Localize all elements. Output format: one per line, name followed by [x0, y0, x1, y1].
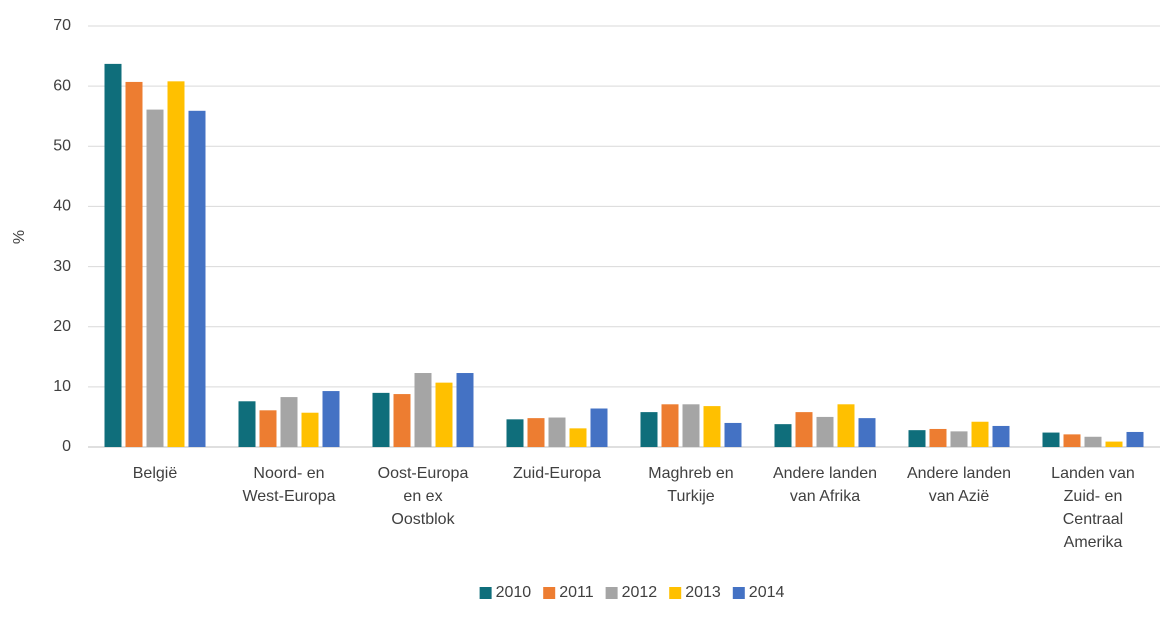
- bar: [590, 408, 608, 447]
- legend-item: 2012: [605, 584, 658, 601]
- x-tick-label: Oost-Europa en ex Oostblok: [378, 465, 469, 528]
- legend-label: 2012: [622, 584, 658, 601]
- bar: [104, 63, 122, 447]
- bar: [640, 412, 658, 447]
- y-tick-label: 10: [53, 378, 71, 395]
- x-tick-label: Maghreb en Turkije: [648, 465, 733, 505]
- x-tick-label: België: [133, 465, 178, 482]
- bar: [548, 417, 566, 447]
- bar: [188, 110, 206, 448]
- y-axis-label: %: [11, 230, 28, 244]
- bar: [527, 418, 545, 447]
- bar: [837, 404, 855, 447]
- y-tick-label: 30: [53, 258, 71, 275]
- bar: [858, 418, 876, 447]
- bar: [414, 373, 432, 447]
- legend-swatch: [732, 587, 745, 599]
- bar: [816, 416, 834, 447]
- legend-swatch: [605, 587, 618, 599]
- y-tick-label: 70: [53, 17, 71, 34]
- legend-item: 2010: [479, 584, 532, 601]
- bar: [1126, 431, 1144, 447]
- x-tick-label: Noord- en West-Europa: [242, 465, 335, 505]
- bar: [280, 397, 298, 447]
- bar: [682, 404, 700, 447]
- y-tick-label: 0: [62, 438, 71, 455]
- x-tick-label: Landen van Zuid- en Centraal Amerika: [1051, 465, 1135, 551]
- legend-item: 2014: [732, 584, 785, 601]
- bar: [661, 404, 679, 447]
- bar: [569, 428, 587, 447]
- legend-item: 2011: [543, 584, 594, 601]
- y-tick-label: 40: [53, 198, 71, 215]
- bar: [435, 382, 453, 447]
- bar: [372, 392, 390, 447]
- x-tick-label: Zuid-Europa: [513, 465, 601, 482]
- legend-swatch: [479, 587, 492, 599]
- x-tick-label: Andere landen van Azië: [907, 465, 1011, 505]
- bar: [322, 391, 340, 447]
- bar: [1084, 436, 1102, 447]
- bar: [1105, 441, 1123, 447]
- bar: [950, 431, 968, 447]
- bar: [724, 422, 742, 447]
- legend-swatch: [543, 587, 556, 599]
- bar: [1063, 434, 1081, 447]
- bar: [971, 421, 989, 447]
- bar: [506, 419, 524, 447]
- y-tick-label: 50: [53, 138, 71, 155]
- x-tick-label: Andere landen van Afrika: [773, 465, 877, 505]
- bar: [992, 425, 1010, 447]
- bar: [795, 412, 813, 447]
- bar: [703, 406, 721, 447]
- bar: [146, 109, 164, 447]
- y-tick-label: 20: [53, 318, 71, 335]
- bar: [774, 424, 792, 447]
- legend-label: 2014: [749, 584, 785, 601]
- legend-swatch: [669, 587, 682, 599]
- bar: [167, 81, 185, 448]
- bar: [456, 373, 474, 447]
- bar: [301, 412, 319, 447]
- legend-label: 2010: [496, 584, 532, 601]
- bar: [929, 428, 947, 447]
- legend-label: 2011: [559, 584, 594, 601]
- bar: [125, 81, 143, 447]
- legend-item: 2013: [669, 584, 721, 601]
- legend-label: 2013: [685, 584, 721, 601]
- bar: [393, 394, 411, 447]
- y-tick-label: 60: [53, 77, 71, 94]
- bar: [238, 401, 256, 447]
- bar: [259, 410, 277, 447]
- bar: [1042, 432, 1060, 447]
- bar: [908, 430, 926, 447]
